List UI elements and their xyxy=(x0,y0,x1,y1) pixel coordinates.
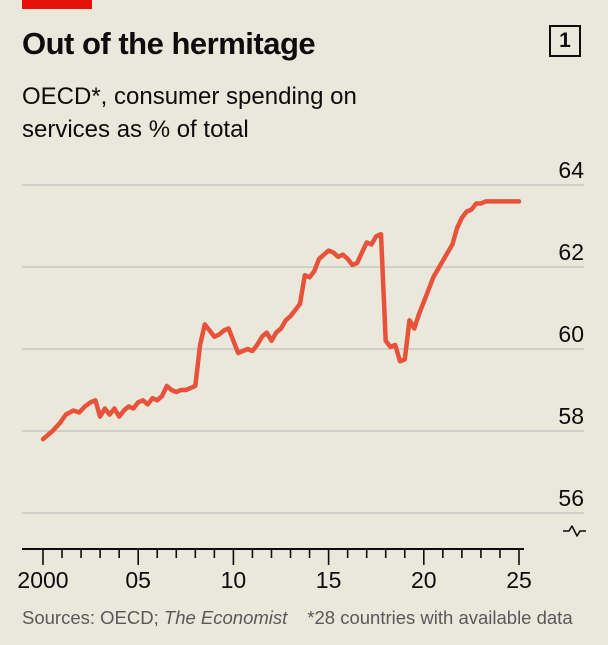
x-tick-labels: 2000 05 10 15 20 25 xyxy=(17,567,531,593)
source-publisher: The Economist xyxy=(163,607,288,628)
chart-number-badge: 1 xyxy=(549,25,581,57)
y-tick-labels: 56 58 60 62 64 xyxy=(558,157,584,511)
x-tick-label-2000: 2000 xyxy=(17,567,68,593)
source-prefix: Sources: OECD; xyxy=(22,607,164,628)
brand-red-tab xyxy=(22,0,92,9)
y-tick-label-60: 60 xyxy=(558,321,584,347)
y-tick-label-64: 64 xyxy=(558,157,584,183)
footnote: *28 countries with available data xyxy=(307,607,573,628)
x-tick-label-20: 20 xyxy=(411,567,437,593)
line-chart: 56 58 60 62 64 2000 05 10 15 20 25 xyxy=(17,157,586,593)
y-tick-label-62: 62 xyxy=(558,239,584,265)
x-tick-label-10: 10 xyxy=(221,567,247,593)
x-tick-label-05: 05 xyxy=(125,567,151,593)
x-tick-label-25: 25 xyxy=(506,567,532,593)
y-tick-label-56: 56 xyxy=(558,485,584,511)
gridlines xyxy=(22,184,586,537)
axis-break-icon xyxy=(563,525,586,537)
x-axis xyxy=(22,548,524,565)
x-tick-label-15: 15 xyxy=(316,567,342,593)
y-tick-label-58: 58 xyxy=(558,403,584,429)
chart-subtitle: OECD*, consumer spending on services as … xyxy=(22,83,357,143)
series-layer xyxy=(40,199,522,442)
source-note: Sources: OECD; The Economist *28 countrie… xyxy=(22,607,573,629)
chart-title: Out of the hermitage xyxy=(22,26,316,61)
series-line-0 xyxy=(40,199,522,442)
